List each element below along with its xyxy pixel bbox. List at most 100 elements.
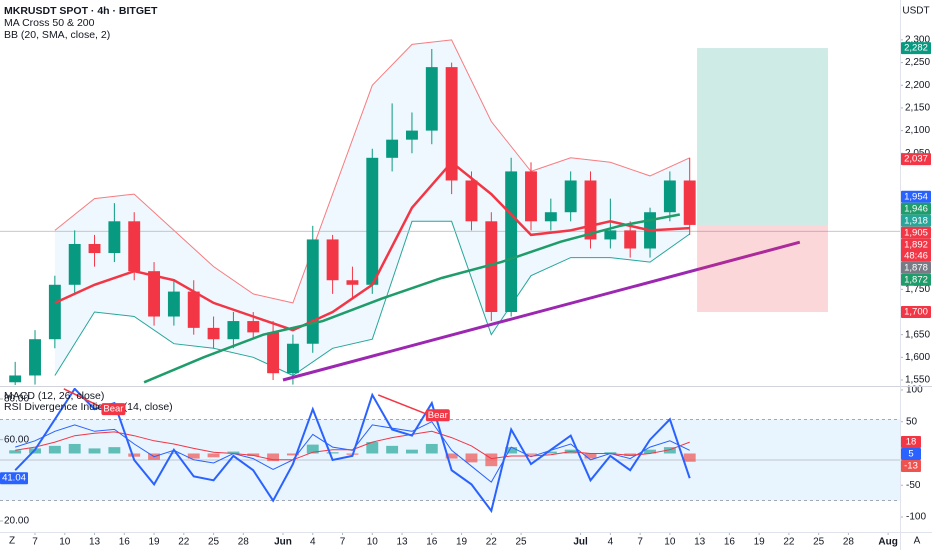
price-tag-label: 2,037	[904, 154, 928, 165]
histogram-bar	[207, 453, 220, 458]
y2-tick-label: -50	[906, 480, 921, 491]
candle-body	[366, 157, 379, 285]
x-tick-label: 4	[310, 537, 316, 548]
candle-body	[108, 221, 121, 254]
candle-body	[525, 171, 537, 222]
x-tick-label: 22	[178, 537, 190, 548]
indicator-label: MACD (12, 26, close)	[4, 390, 104, 402]
x-tick-label: 28	[238, 537, 250, 548]
indicator-label: MA Cross 50 & 200	[4, 17, 95, 29]
x-tick-label: 22	[486, 537, 498, 548]
candle-body	[465, 180, 478, 222]
y-tick-label: 2,150	[905, 103, 930, 114]
histogram-bar	[544, 451, 557, 454]
candle-body	[386, 139, 399, 158]
histogram-bar	[48, 445, 61, 454]
price-tag	[901, 226, 931, 239]
band-lower	[54, 220, 690, 377]
candle-body	[29, 339, 41, 376]
price-tag	[901, 238, 931, 262]
price-tag	[901, 261, 931, 274]
x-tick-label: 28	[843, 537, 855, 548]
price-tag-label: 1,700	[904, 307, 928, 318]
candle-body	[88, 243, 101, 254]
price-tag	[901, 190, 931, 203]
price-tag-label: 1,872	[904, 274, 928, 285]
histogram-bar	[485, 453, 498, 467]
indicator-label: RSI Divergence Indicator (14, close)	[4, 401, 173, 413]
toolbar-button[interactable]: A	[914, 536, 921, 547]
x-tick-label: 16	[724, 537, 736, 548]
candle-body	[227, 321, 240, 340]
price-tag-label: 1,878	[904, 262, 928, 273]
candle-body	[9, 375, 22, 383]
y-tick-label: 2,250	[905, 57, 930, 68]
candle-body	[624, 230, 637, 249]
candle-body	[48, 284, 61, 340]
candle-body	[584, 180, 597, 240]
x-tick-label: 19	[148, 537, 160, 548]
histogram-bar	[683, 453, 696, 462]
histogram-bar	[128, 453, 141, 457]
x-tick-label: 10	[59, 537, 71, 548]
candle-body	[406, 130, 418, 140]
price-tag	[901, 214, 931, 227]
divergence-badge	[425, 409, 450, 422]
y2-tick-label: 50	[906, 416, 918, 427]
histogram-bar	[505, 447, 518, 454]
price-tag	[901, 460, 921, 473]
histogram-bar	[187, 453, 200, 459]
candle-body	[187, 291, 200, 328]
candle-body	[167, 291, 180, 317]
candle-body	[445, 67, 458, 181]
price-tag-label: 1,954	[904, 191, 928, 202]
candle-body	[128, 221, 141, 272]
price-tag	[901, 305, 931, 318]
candle-body	[306, 239, 319, 344]
x-tick-label: 13	[396, 537, 408, 548]
candle-body	[326, 239, 339, 281]
position-stop	[697, 224, 828, 312]
price-tag-label: 5	[908, 449, 913, 460]
x-tick-label: 10	[367, 537, 379, 548]
candle-body	[247, 321, 260, 333]
chart-title: MKRUSDT SPOT · 4h · BITGET	[4, 5, 158, 17]
x-tick-label: 13	[89, 537, 101, 548]
x-tick-label: 13	[694, 537, 706, 548]
x-tick-label: 16	[426, 537, 438, 548]
candle-body	[604, 230, 617, 240]
axis-unit: USDT	[902, 6, 929, 17]
x-tick-label: Jun	[274, 537, 292, 548]
indicator-pane	[0, 388, 900, 514]
histogram-bar	[286, 453, 299, 456]
moving-average	[54, 160, 690, 332]
x-tick-label: 10	[664, 537, 676, 548]
x-tick-label: 16	[119, 537, 131, 548]
histogram-bar	[88, 448, 101, 454]
candle-body	[207, 327, 220, 340]
histogram-bar	[247, 453, 260, 457]
histogram-bar	[525, 453, 537, 455]
position-target	[697, 48, 828, 225]
y-tick-label: 1,550	[905, 375, 930, 386]
histogram-bar	[465, 453, 478, 463]
divergence-label: Bear	[103, 404, 123, 415]
candle-body	[505, 171, 518, 312]
divergence-label: Bear	[428, 410, 448, 421]
price-tag-label: 41.04	[2, 473, 26, 484]
divergence-line	[63, 388, 106, 410]
x-tick-label: 4	[608, 537, 614, 548]
price-tag	[901, 42, 931, 55]
histogram-bar	[663, 447, 676, 454]
indicator-label: BB (20, SMA, close, 2)	[4, 29, 110, 41]
candle-body	[544, 212, 557, 222]
histogram-bar	[644, 449, 656, 454]
toolbar-button[interactable]: Z	[9, 536, 15, 547]
x-tick-label: 19	[754, 537, 766, 548]
x-tick-label: Aug	[878, 537, 897, 548]
candle-body	[68, 243, 81, 285]
histogram-bar	[604, 452, 617, 454]
price-pane	[0, 39, 900, 385]
moving-average	[143, 213, 681, 384]
